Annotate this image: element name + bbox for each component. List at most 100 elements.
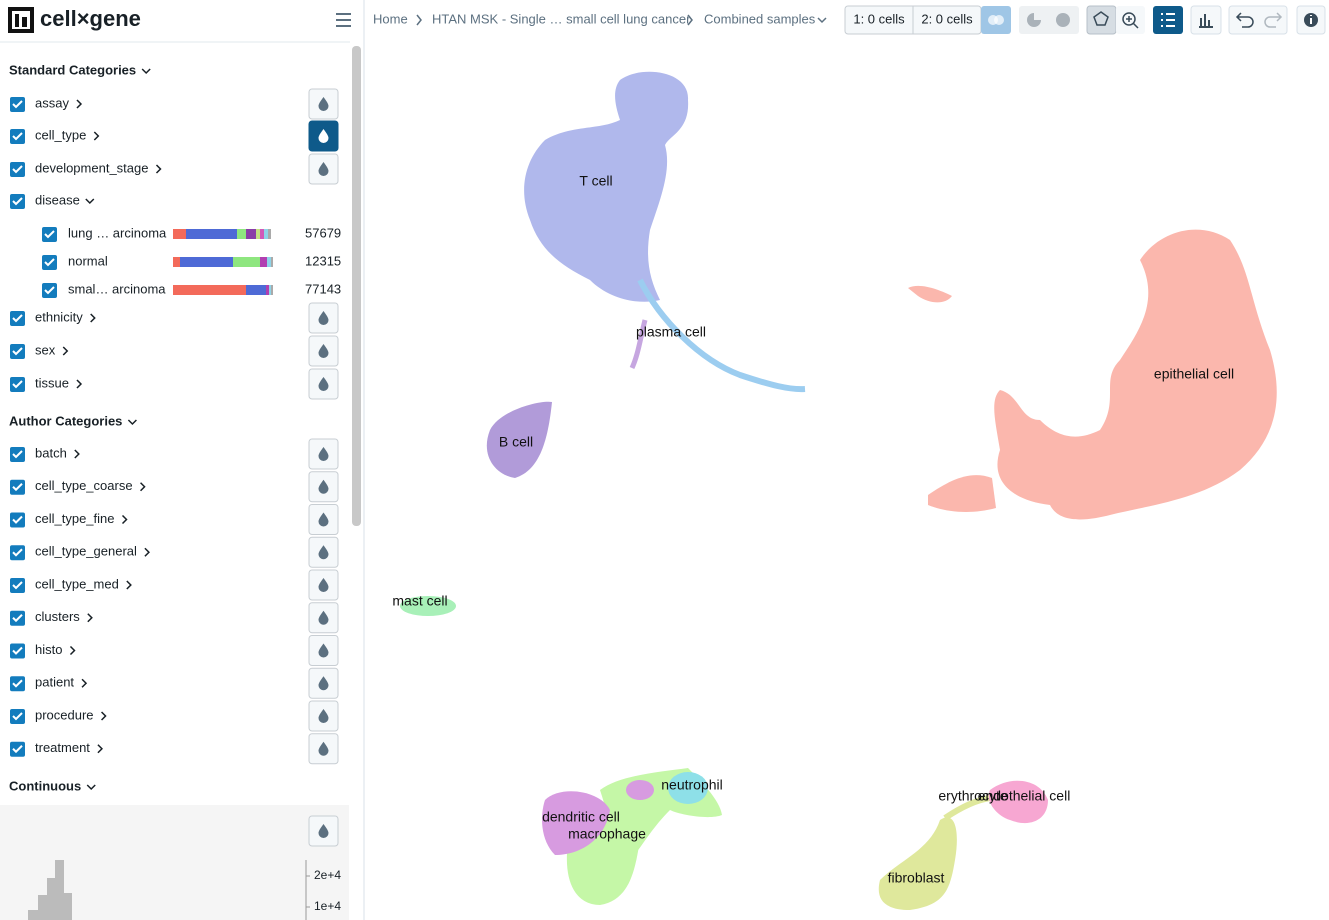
histogram-icon — [1199, 14, 1213, 28]
histogram-bar — [38, 895, 47, 920]
section-title[interactable]: Author Categories — [9, 413, 122, 428]
category-name[interactable]: procedure — [35, 707, 94, 722]
category-name[interactable]: tissue — [35, 375, 69, 390]
checkmark — [44, 230, 55, 239]
expand-icon[interactable] — [140, 482, 146, 492]
color-by-icon — [318, 578, 329, 592]
category-name[interactable]: treatment — [35, 740, 90, 755]
distribution-segment — [186, 229, 237, 239]
cluster-label: endothelial cell — [978, 788, 1071, 804]
category-name[interactable]: histo — [35, 642, 62, 657]
cluster — [524, 71, 689, 302]
distribution-segment — [246, 229, 256, 239]
category-name[interactable]: sex — [35, 342, 56, 357]
expand-icon[interactable] — [97, 744, 103, 754]
cluster — [542, 791, 610, 855]
cluster-label: fibroblast — [888, 870, 945, 886]
embedding[interactable] — [400, 71, 1277, 910]
scrollbar[interactable] — [352, 46, 361, 526]
category-name[interactable]: cell_type_fine — [35, 511, 115, 526]
list-icon — [1161, 13, 1175, 27]
checkmark — [12, 745, 23, 754]
distribution-segment — [256, 229, 260, 239]
category-name[interactable]: development_stage — [35, 160, 148, 175]
logo-bar — [15, 14, 19, 27]
breadcrumb[interactable]: Combined samples — [704, 11, 816, 26]
section-title[interactable]: Standard Categories — [9, 62, 136, 77]
color-by-icon — [318, 162, 329, 176]
histogram-bar — [55, 860, 64, 920]
category-name[interactable]: clusters — [35, 609, 80, 624]
zoom-icon — [1126, 16, 1139, 29]
checkmark — [12, 679, 23, 688]
cluster-label: erythrocyte — [938, 788, 1007, 804]
category-name[interactable]: assay — [35, 95, 69, 110]
color-by-icon — [318, 545, 329, 560]
distribution-segment — [233, 257, 260, 267]
cluster-label: plasma cell — [636, 324, 706, 340]
lasso-button[interactable] — [1086, 5, 1117, 35]
expand-icon[interactable] — [155, 164, 162, 174]
color-by-icon — [318, 610, 329, 625]
color-by-icon — [318, 447, 329, 462]
category-name[interactable]: batch — [35, 445, 67, 460]
cluster — [400, 596, 456, 616]
breadcrumb[interactable]: Home — [373, 11, 408, 26]
selection-button[interactable]: 2: 0 cells — [921, 11, 973, 26]
selection-button[interactable]: 1: 0 cells — [853, 11, 905, 26]
checkmark — [12, 132, 23, 141]
checkmark — [12, 548, 23, 557]
checkmark — [12, 165, 23, 174]
undo-button[interactable] — [1235, 12, 1254, 28]
category-name[interactable]: patient — [35, 675, 74, 690]
expand-icon[interactable] — [121, 514, 128, 525]
expand-icon[interactable] — [87, 613, 93, 623]
distribution-segment — [246, 285, 266, 295]
expand-icon[interactable] — [126, 580, 132, 590]
expand-icon[interactable] — [76, 99, 83, 109]
distribution-segment — [271, 257, 273, 267]
category-name[interactable]: cell_type_med — [35, 576, 119, 591]
collapse-icon[interactable] — [141, 68, 151, 75]
collapse-icon[interactable] — [85, 198, 95, 205]
dot-button[interactable] — [1056, 13, 1070, 27]
checkmark — [12, 712, 23, 721]
value-label[interactable]: normal — [68, 253, 108, 268]
expand-icon[interactable] — [90, 313, 96, 323]
color-by-icon — [318, 344, 329, 358]
redo-button[interactable] — [1264, 12, 1283, 28]
checkmark — [12, 450, 23, 459]
color-by-icon — [318, 741, 329, 756]
zoom-button[interactable] — [1116, 6, 1145, 34]
dropdown-icon — [817, 17, 827, 24]
value-label[interactable]: lung … arcinoma — [68, 225, 167, 240]
expand-icon[interactable] — [74, 449, 80, 459]
expand-icon[interactable] — [81, 678, 88, 688]
value-label[interactable]: smal… arcinoma — [68, 281, 166, 296]
category-name[interactable]: cell_type_general — [35, 544, 137, 559]
category-name[interactable]: cell_type — [35, 127, 86, 142]
section-title[interactable]: Continuous — [9, 778, 81, 793]
color-by-icon — [318, 512, 329, 527]
pie-button[interactable] — [1027, 13, 1041, 27]
cluster-label: B cell — [499, 434, 533, 450]
collapse-icon[interactable] — [86, 784, 96, 791]
expand-icon[interactable] — [69, 645, 76, 656]
expand-icon[interactable] — [144, 547, 150, 557]
breadcrumb[interactable]: HTAN MSK - Single … small cell lung canc… — [432, 11, 691, 26]
distribution-segment — [173, 229, 186, 239]
expand-icon[interactable] — [93, 131, 100, 141]
checkmark — [12, 515, 23, 524]
category-name[interactable]: disease — [35, 192, 80, 207]
color-by-icon — [318, 709, 329, 723]
collapse-icon[interactable] — [127, 419, 137, 426]
category-name[interactable]: ethnicity — [35, 309, 83, 324]
menu-button[interactable] — [336, 13, 351, 27]
expand-icon[interactable] — [62, 346, 69, 356]
expand-icon[interactable] — [76, 379, 83, 389]
expand-icon[interactable] — [101, 711, 107, 721]
color-by-icon — [318, 479, 329, 494]
checkmark — [12, 380, 23, 389]
category-name[interactable]: cell_type_coarse — [35, 478, 133, 493]
